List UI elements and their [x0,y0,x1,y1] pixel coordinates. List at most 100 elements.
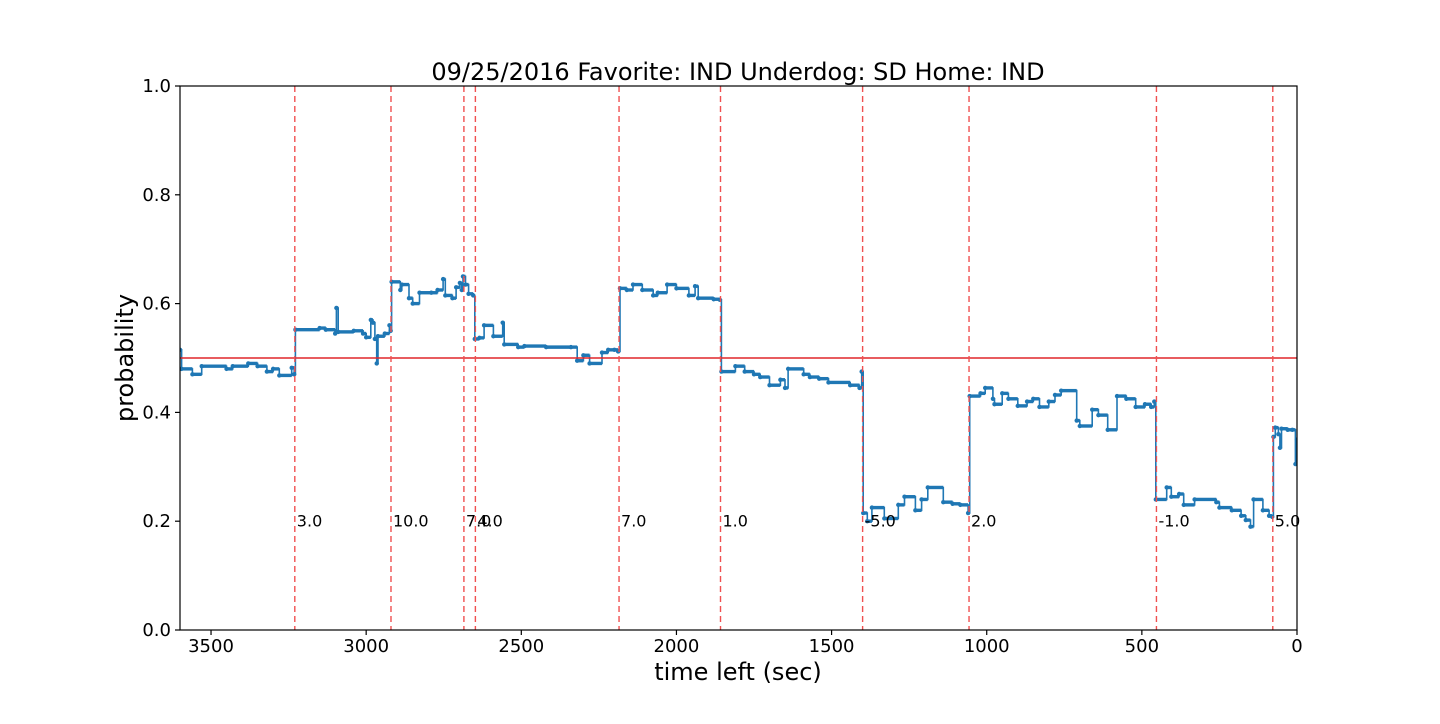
score-change-label: 7.0 [466,512,491,531]
data-point [1052,392,1058,398]
y-tick-label: 0.6 [142,294,171,315]
data-point [1096,412,1101,418]
data-point [686,293,692,298]
data-point [1152,399,1157,404]
data-point [372,336,378,342]
data-point [990,396,996,401]
data-point [1006,396,1011,401]
data-point [500,320,505,325]
data-point [246,361,251,366]
data-point [375,334,381,339]
data-point [1058,388,1064,393]
series-line [180,275,1297,528]
x-tick-label: 1000 [964,636,1010,657]
data-point [785,366,791,372]
data-point [869,505,875,510]
data-point [453,285,459,290]
data-point [363,335,369,340]
data-point [1293,461,1297,467]
data-point [605,347,611,353]
y-tick-label: 0.8 [142,185,171,206]
data-point [255,363,260,369]
data-point [574,358,580,363]
data-point [1105,427,1110,433]
data-point [1133,404,1138,410]
data-point [360,331,366,336]
data-point [978,391,983,396]
data-point [289,365,294,370]
data-point [440,276,446,282]
data-point [624,287,629,293]
plot-frame [179,85,1298,631]
data-point [417,290,422,295]
data-point [450,295,455,301]
data-point [664,282,670,287]
data-point [1238,513,1244,518]
data-point [1276,431,1281,437]
data-point [334,305,339,311]
data-point [399,282,405,287]
data-point [516,344,521,350]
data-point [1024,399,1030,404]
chart-title: 09/25/2016 Favorite: IND Underdog: SD Ho… [431,58,1044,86]
y-tick-label: 0.0 [142,620,171,641]
data-point [224,366,229,372]
data-point [950,501,955,506]
data-point [1114,393,1120,399]
x-tick-label: 500 [1125,636,1159,657]
data-point [1192,497,1197,502]
data-point [264,369,270,374]
score-change-label: 10.0 [393,512,429,531]
data-point [1181,502,1186,508]
data-point [902,494,907,499]
data-point [1279,426,1284,431]
data-point [1251,497,1256,502]
data-point [865,519,870,524]
data-point [471,293,476,298]
score-change-label: 5.0 [1275,512,1300,531]
data-point [630,282,636,287]
data-point [816,376,822,381]
data-point [958,502,963,508]
data-point [655,290,661,295]
data-point [1077,423,1083,429]
data-point [443,293,448,298]
data-point [435,287,440,293]
data-point [410,301,415,306]
data-point [767,383,772,388]
data-point [351,328,356,333]
data-point [826,380,831,385]
data-point [778,377,783,382]
y-tick-label: 0.2 [142,511,171,532]
data-point [992,402,997,407]
data-point [1031,396,1036,401]
data-point [190,372,195,377]
data-point [1176,491,1182,497]
data-point [406,295,412,301]
data-point [1260,508,1266,513]
x-tick-label: 2000 [654,636,700,657]
data-point [1217,505,1222,510]
x-axis-label: time left (sec) [654,658,822,686]
data-point [612,347,617,353]
data-point [857,385,862,391]
data-point [1148,404,1154,410]
data-point [587,361,592,366]
data-point [982,385,988,391]
x-tick-label: 0 [1291,636,1302,657]
data-point [1273,425,1278,430]
data-point [502,342,507,347]
data-point [711,297,716,302]
data-point [336,329,341,335]
data-point [1000,391,1005,396]
data-point [277,373,282,378]
data-point [457,280,463,286]
data-point [1214,499,1219,505]
data-point [1090,407,1095,412]
data-point [323,327,329,332]
y-tick-label: 1.0 [142,76,171,97]
data-point [1074,418,1079,423]
data-point [199,363,204,369]
